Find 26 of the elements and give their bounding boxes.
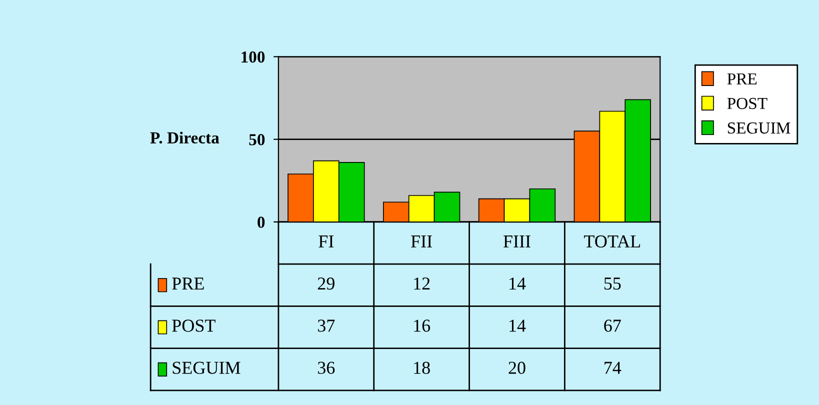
x-tick-label: FII: [411, 236, 432, 248]
x-tick-label: TOTAL: [584, 235, 640, 248]
data-label: 20: [508, 362, 526, 374]
y-tick-label: 0: [258, 216, 265, 228]
y-axis-title: P. Directa: [150, 132, 220, 144]
data-label: 16: [414, 320, 430, 332]
legend-label: SEGUIM: [728, 122, 790, 134]
y-tick-label: 50: [249, 134, 265, 146]
x-tick-label: FI: [318, 236, 334, 248]
data-label: 67: [604, 320, 621, 332]
y-tick-label: 100: [242, 51, 265, 63]
data-label: 14: [510, 320, 526, 332]
text: SEGUIM: [172, 362, 240, 374]
data-label: 14: [510, 278, 526, 290]
legend-label: POST: [727, 98, 768, 110]
data-label: 74: [604, 362, 622, 374]
data-label: 37: [318, 320, 335, 332]
data-label: 12: [414, 278, 430, 290]
legend-label: PRE: [172, 278, 204, 290]
text: PRE: [727, 73, 757, 84]
x-tick-label: FIII: [503, 236, 530, 248]
text: POST: [172, 320, 216, 332]
data-label: 36: [318, 362, 335, 374]
data-label: 29: [318, 278, 334, 290]
data-label: 18: [414, 362, 430, 374]
data-label: 55: [604, 278, 621, 290]
